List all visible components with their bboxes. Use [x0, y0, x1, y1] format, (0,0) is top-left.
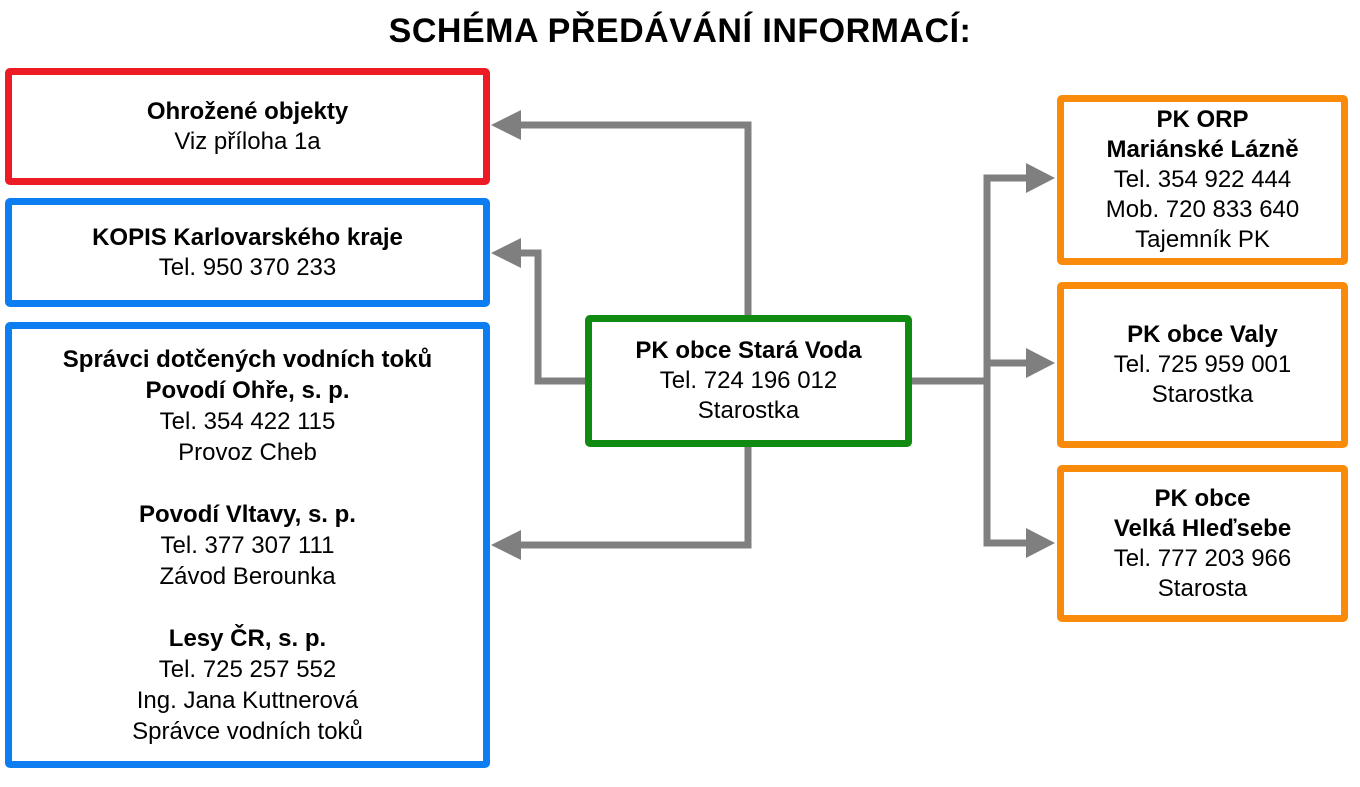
- arrow-to-pk-orp: [908, 163, 1055, 547]
- page-title: SCHÉMA PŘEDÁVÁNÍ INFORMACÍ:: [388, 12, 972, 50]
- povodi-ohre-branch: Provoz Cheb: [178, 438, 317, 466]
- box-kopis: KOPIS Karlovarského kraje Tel. 950 370 2…: [5, 198, 490, 307]
- box-threatened-objects: Ohrožené objekty Viz příloha 1a: [5, 68, 490, 185]
- threatened-title: Ohrožené objekty: [146, 97, 349, 125]
- pk-velka-hledsebe-city: Velká Hleďsebe: [1113, 514, 1292, 542]
- spacer-line: [12, 592, 483, 623]
- pk-orp-title: PK ORP: [1156, 106, 1249, 133]
- povodi-vltavy-branch: Závod Berounka: [159, 562, 336, 590]
- pk-valy-title: PK obce Valy: [1127, 321, 1278, 348]
- lesy-cr-contact: Ing. Jana Kuttnerová: [136, 686, 359, 714]
- povodi-vltavy-phone: Tel. 377 307 111: [160, 531, 335, 559]
- pk-velka-hledsebe-title: PK obce: [1154, 484, 1251, 512]
- pk-stara-voda-role: Starostka: [697, 397, 800, 424]
- arrow-to-threatened-objects: [491, 110, 752, 318]
- kopis-title: KOPIS Karlovarského kraje: [92, 223, 403, 251]
- box-water-managers: Správci dotčených vodních toků Povodí Oh…: [5, 322, 490, 768]
- threatened-reference: Viz příloha 1a: [174, 127, 321, 155]
- arrow-to-pk-valy: [1026, 348, 1055, 378]
- box-pk-stara-voda: PK obce Stará Voda Tel. 724 196 012 Star…: [585, 315, 912, 447]
- pk-velka-hledsebe-role: Starosta: [1157, 574, 1248, 602]
- pk-orp-role: Tajemník PK: [1135, 226, 1270, 253]
- povodi-ohre-name: Povodí Ohře, s. p.: [145, 376, 350, 404]
- pk-valy-role: Starostka: [1151, 381, 1254, 408]
- pk-stara-voda-phone: Tel. 724 196 012: [659, 367, 838, 394]
- arrow-to-pk-velka-hledsebe: [1026, 528, 1055, 558]
- pk-orp-phone: Tel. 354 922 444: [1113, 166, 1292, 193]
- lesy-cr-phone: Tel. 725 257 552: [158, 655, 337, 683]
- lesy-cr-role: Správce vodních toků: [132, 717, 363, 745]
- water-managers-title: Správci dotčených vodních toků: [62, 345, 433, 373]
- spacer-line: [12, 468, 483, 499]
- pk-stara-voda-title: PK obce Stará Voda: [635, 337, 862, 364]
- arrow-to-kopis: [491, 238, 588, 385]
- arrow-to-water-managers: [491, 444, 752, 560]
- pk-velka-hledsebe-phone: Tel. 777 203 966: [1113, 544, 1292, 572]
- pk-valy-phone: Tel. 725 959 001: [1113, 351, 1292, 378]
- kopis-phone: Tel. 950 370 233: [158, 253, 337, 281]
- povodi-vltavy-name: Povodí Vltavy, s. p.: [139, 500, 356, 528]
- box-pk-orp-marianske-lazne: PK ORP Mariánské Lázně Tel. 354 922 444 …: [1057, 95, 1348, 265]
- box-pk-velka-hledsebe: PK obce Velká Hleďsebe Tel. 777 203 966 …: [1057, 465, 1348, 622]
- lesy-cr-name: Lesy ČR, s. p.: [168, 624, 327, 652]
- box-pk-valy: PK obce Valy Tel. 725 959 001 Starostka: [1057, 282, 1348, 448]
- povodi-ohre-phone: Tel. 354 422 115: [159, 407, 336, 435]
- pk-orp-mobile: Mob. 720 833 640: [1105, 196, 1300, 223]
- pk-orp-city: Mariánské Lázně: [1106, 136, 1299, 163]
